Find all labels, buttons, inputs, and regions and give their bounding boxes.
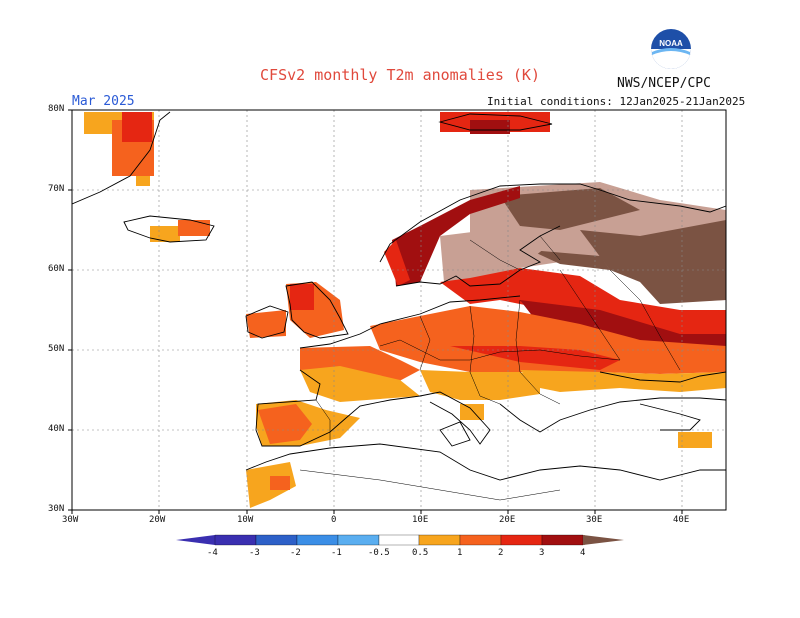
agency-label: NWS/NCEP/CPC [617, 76, 711, 91]
colorbar-swatch [459, 534, 502, 546]
colorbar-swatch [378, 534, 420, 546]
anomaly-region [530, 250, 610, 270]
colorbar-swatch [255, 534, 298, 546]
anomaly-region [450, 346, 620, 370]
lon-label: 10W [237, 515, 254, 525]
colorbar-label: -1 [331, 548, 342, 558]
anomaly-cell [122, 112, 152, 142]
colorbar-label: 2 [498, 548, 504, 558]
colorbar-label: 3 [539, 548, 545, 558]
noaa-logo: NOAA [651, 29, 691, 69]
lon-label: 10E [412, 515, 429, 525]
lon-label: 20W [149, 515, 166, 525]
anomaly-region [370, 306, 726, 374]
anomaly-region [440, 268, 726, 336]
coastlines [72, 111, 726, 481]
anomaly-field [84, 112, 726, 508]
colorbar-swatch [176, 535, 215, 545]
lon-label: 30W [62, 515, 79, 525]
anomaly-region [258, 404, 312, 444]
colorbar-label: -4 [207, 548, 218, 558]
lon-label: 20E [499, 515, 516, 525]
lon-label: 40E [673, 515, 690, 525]
colorbar-swatch [541, 534, 584, 546]
colorbar-swatch [214, 534, 257, 546]
lat-label: 40N [48, 424, 65, 434]
anomaly-cell [678, 432, 712, 448]
lat-label: 80N [48, 104, 65, 114]
anomaly-region [384, 240, 410, 286]
colorbar-label: 1 [457, 548, 463, 558]
noaa-logo-text: NOAA [659, 39, 683, 48]
anomaly-region [392, 186, 520, 286]
lat-label: 60N [48, 264, 65, 274]
axis-ticks [68, 109, 683, 514]
map-frame [71, 109, 727, 511]
anomaly-region [246, 310, 286, 338]
anomaly-region [520, 370, 726, 392]
map-title: CFSv2 monthly T2m anomalies (K) [260, 66, 540, 84]
anomaly-region [520, 300, 726, 356]
anomaly-cell [290, 284, 314, 310]
anomaly-cell [270, 476, 290, 490]
lat-label: 30N [48, 504, 65, 514]
colorbar-swatch [583, 535, 624, 545]
initial-conditions: Initial conditions: 12Jan2025-21Jan2025 [487, 95, 746, 108]
anomaly-cell [150, 226, 180, 242]
country-borders [299, 235, 681, 501]
colorbar-swatch [500, 534, 543, 546]
anomaly-region [500, 188, 640, 230]
colorbar-label: 0.5 [412, 548, 429, 558]
graticule [72, 110, 726, 510]
forecast-month: Mar 2025 [72, 94, 135, 109]
colorbar-label: -0.5 [368, 548, 390, 558]
colorbar-label: -3 [249, 548, 260, 558]
anomaly-cell [470, 120, 510, 134]
colorbar [176, 534, 624, 546]
anomaly-cell [178, 220, 210, 236]
anomaly-region [420, 370, 540, 400]
lat-label: 50N [48, 344, 65, 354]
colorbar-label: 4 [580, 548, 586, 558]
anomaly-region [300, 366, 420, 402]
colorbar-swatch [337, 534, 380, 546]
anomaly-cell [460, 404, 484, 420]
colorbar-swatch [418, 534, 461, 546]
colorbar-swatch [296, 534, 339, 546]
anomaly-region [580, 220, 726, 304]
lat-label: 70N [48, 184, 65, 194]
lon-label: 0 [331, 515, 337, 525]
anomaly-cell [136, 176, 150, 186]
colorbar-label: -2 [290, 548, 301, 558]
lon-label: 30E [586, 515, 603, 525]
